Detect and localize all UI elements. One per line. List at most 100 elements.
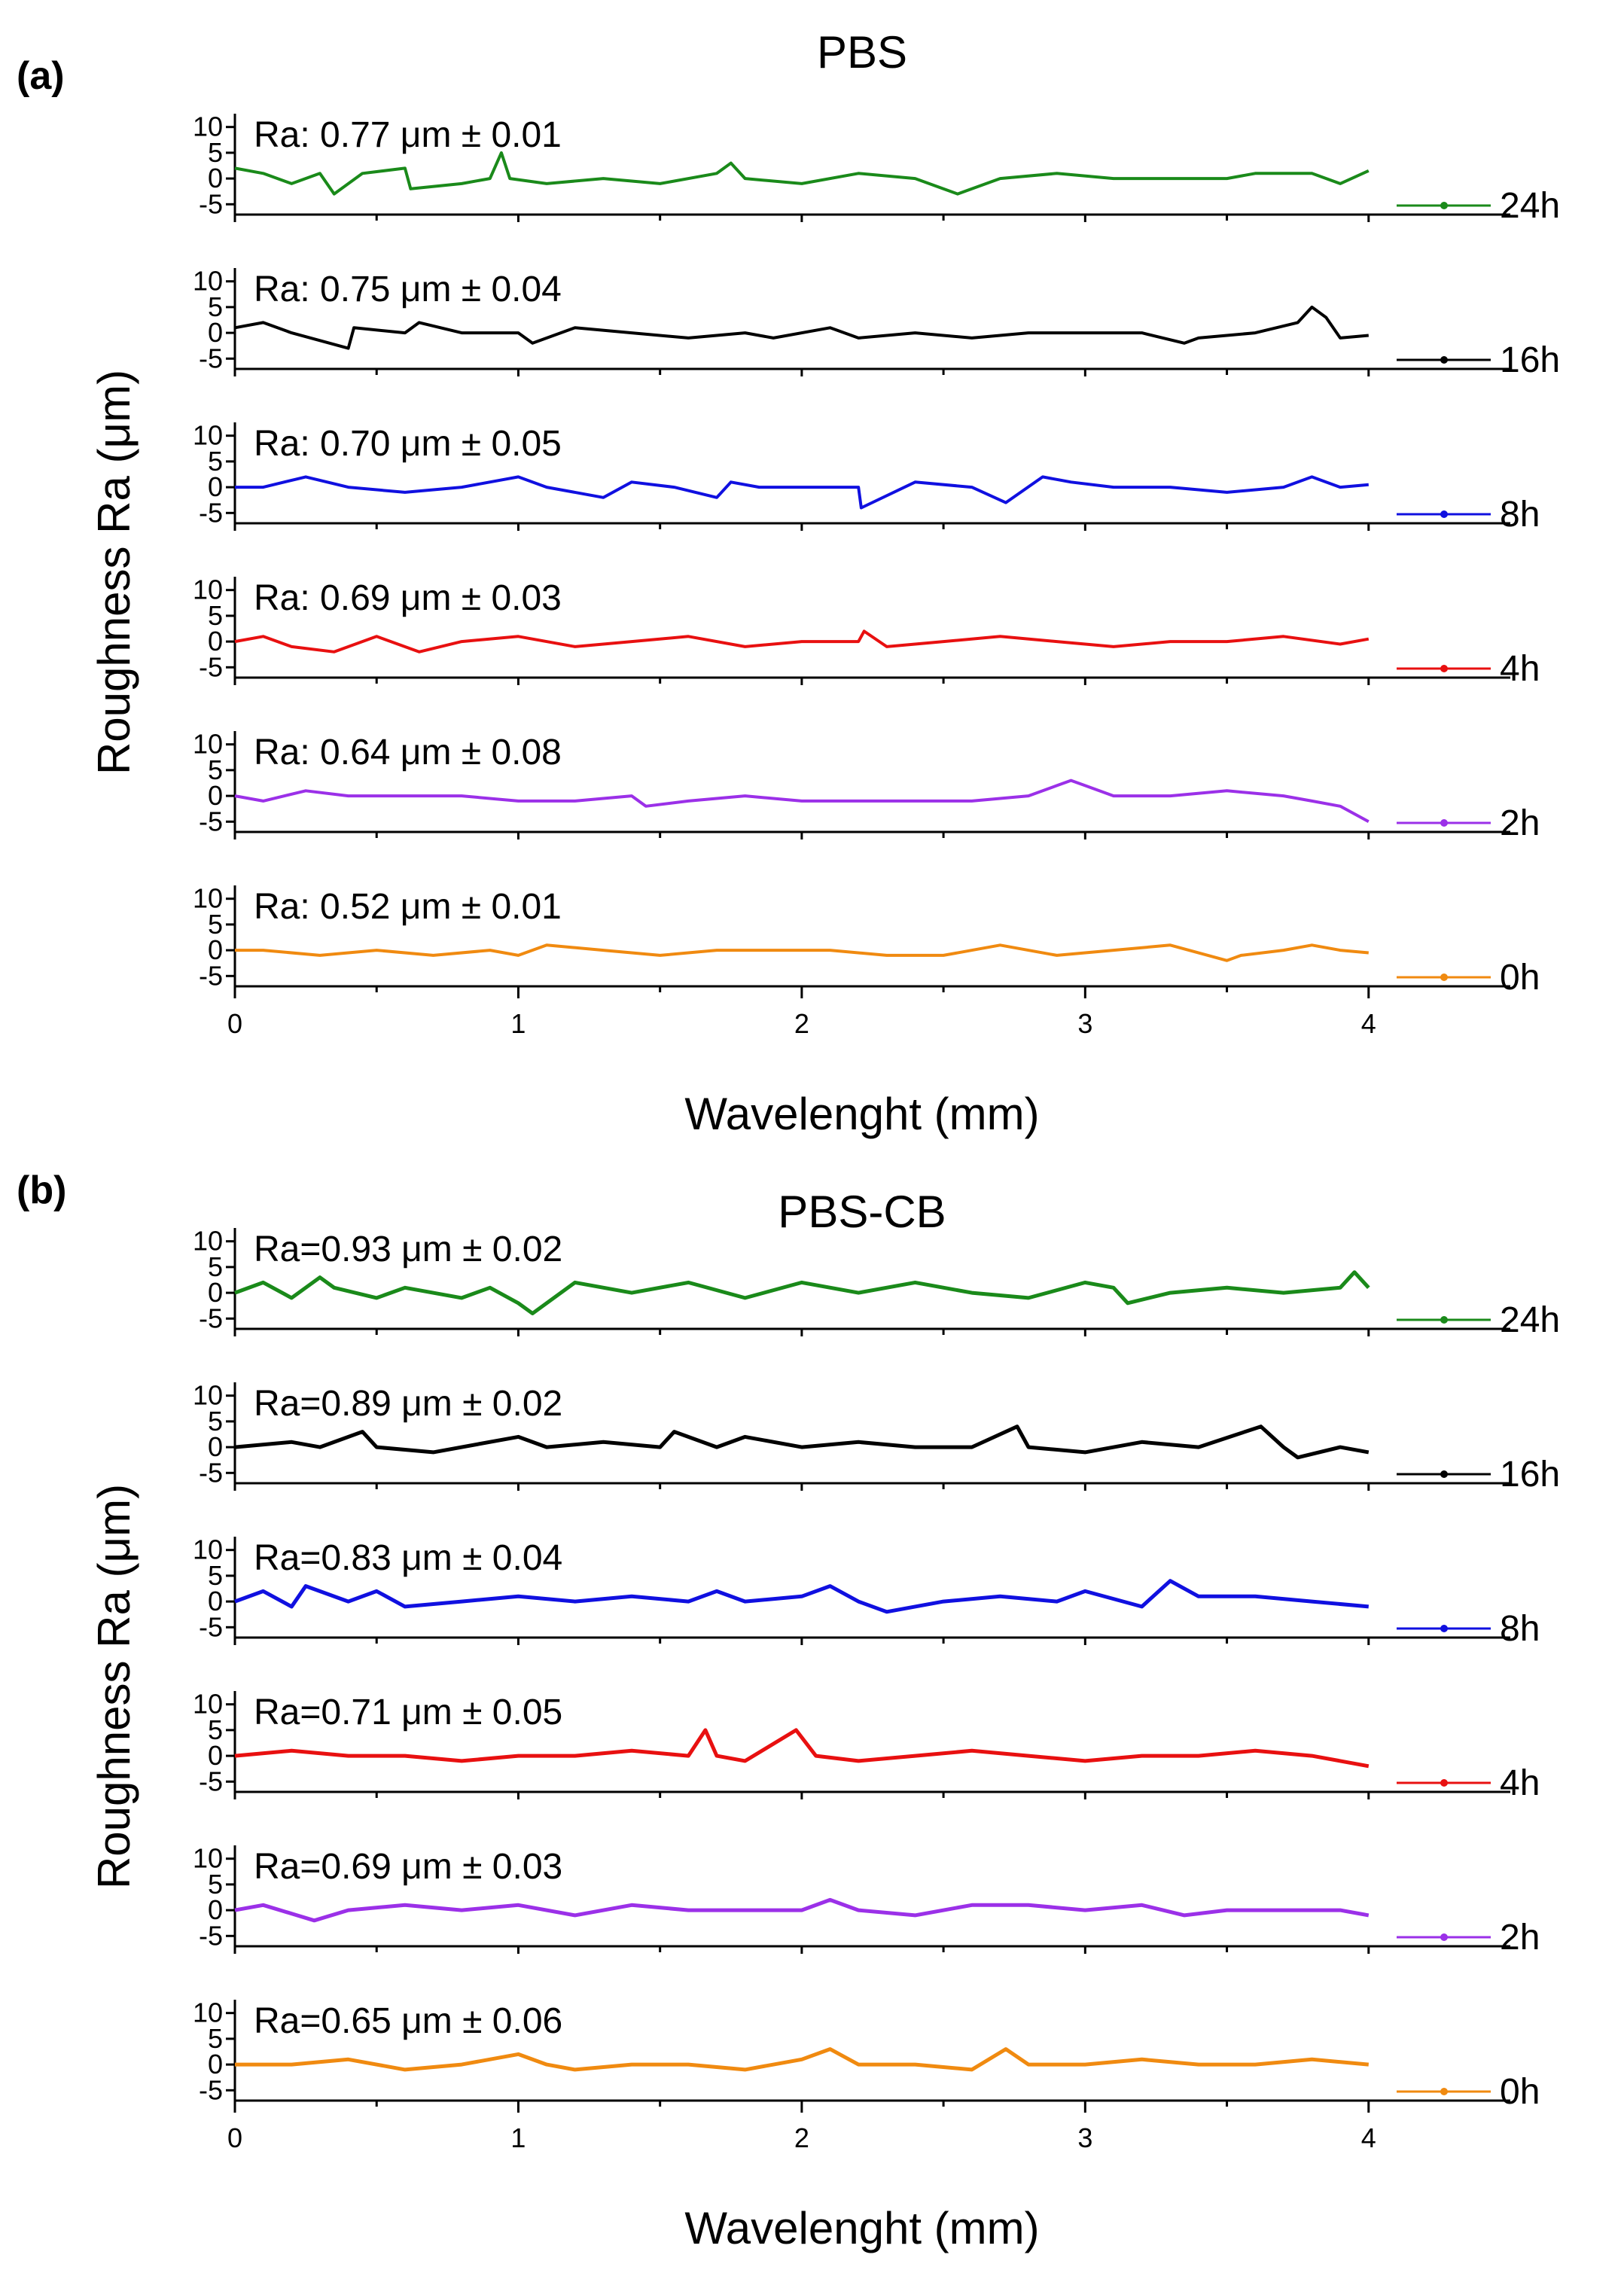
legend-label-2h: 2h xyxy=(1500,1918,1540,1958)
series-line-8h xyxy=(234,1579,1370,1614)
ra-annotation: Ra: 0.64 μm ± 0.08 xyxy=(254,733,562,772)
legend-label-0h: 0h xyxy=(1500,958,1540,998)
y-tick-label: 5 xyxy=(208,754,223,785)
y-tick-label: 0 xyxy=(208,471,223,502)
ra-annotation: Ra: 0.69 μm ± 0.03 xyxy=(254,578,562,618)
x-tick-label: 1 xyxy=(510,2122,526,2153)
series-line-16h xyxy=(234,305,1369,350)
y-tick-label: 10 xyxy=(193,1226,223,1257)
legend-label-0h: 0h xyxy=(1500,2072,1540,2112)
ra-annotation: Ra=0.83 μm ± 0.04 xyxy=(254,1538,562,1578)
y-tick-label: 5 xyxy=(208,291,223,322)
legend-label-8h: 8h xyxy=(1500,1609,1540,1649)
legend-marker-0h xyxy=(1440,2088,1448,2095)
legend-marker-8h xyxy=(1440,510,1448,518)
legend-marker-16h xyxy=(1440,356,1448,364)
ra-annotation: Ra=0.71 μm ± 0.05 xyxy=(254,1693,562,1732)
ra-annotation: Ra: 0.75 μm ± 0.04 xyxy=(254,270,562,309)
y-tick-label: -5 xyxy=(199,188,223,219)
y-tick-label: 5 xyxy=(208,1714,223,1745)
y-tick-label: 10 xyxy=(193,883,223,914)
y-tick-label: 10 xyxy=(193,1997,223,2028)
ra-annotation: Ra: 0.70 μm ± 0.05 xyxy=(254,424,562,464)
y-tick-label: -5 xyxy=(199,1766,223,1796)
legend-marker-2h xyxy=(1440,1933,1448,1941)
y-tick-label: 10 xyxy=(193,420,223,451)
panel-b-label: (b) xyxy=(17,1169,66,1212)
series-line-2h xyxy=(234,1897,1370,1923)
y-tick-label: 10 xyxy=(193,266,223,297)
y-tick-label: 10 xyxy=(193,1380,223,1411)
legend-marker-24h xyxy=(1440,202,1448,209)
y-tick-label: 0 xyxy=(208,317,223,348)
y-tick-label: 0 xyxy=(208,1894,223,1925)
legend-marker-8h xyxy=(1440,1625,1448,1632)
y-tick-label: -5 xyxy=(199,1303,223,1333)
legend-label-16h: 16h xyxy=(1500,340,1560,380)
y-tick-label: -5 xyxy=(199,497,223,528)
y-tick-label: 0 xyxy=(208,1740,223,1771)
series-line-0h xyxy=(235,2047,1370,2072)
legend-label-4h: 4h xyxy=(1500,649,1540,689)
y-tick-label: 5 xyxy=(208,909,223,940)
legend-marker-16h xyxy=(1440,1470,1448,1478)
x-tick-label: 0 xyxy=(227,2122,242,2153)
y-tick-label: 10 xyxy=(193,1534,223,1565)
x-tick-label: 0 xyxy=(227,1008,242,1039)
ra-annotation: Ra=0.89 μm ± 0.02 xyxy=(254,1384,562,1424)
panel-a-label: (a) xyxy=(17,54,65,98)
y-tick-label: 10 xyxy=(193,574,223,605)
y-tick-label: -5 xyxy=(199,806,223,836)
y-tick-label: -5 xyxy=(199,1920,223,1951)
panel-a-x-axis-title: Wavelenght (mm) xyxy=(684,1089,1039,1139)
series-line-24h xyxy=(234,151,1370,196)
y-tick-label: -5 xyxy=(199,651,223,682)
panel-b-x-axis-title: Wavelenght (mm) xyxy=(684,2203,1039,2253)
series-line-4h xyxy=(234,629,1370,654)
y-tick-label: 0 xyxy=(208,1277,223,1308)
y-tick-label: -5 xyxy=(199,1457,223,1488)
legend-label-4h: 4h xyxy=(1500,1763,1540,1803)
y-tick-label: 5 xyxy=(208,2023,223,2054)
ra-annotation: Ra=0.69 μm ± 0.03 xyxy=(254,1847,562,1887)
y-tick-label: 10 xyxy=(193,111,223,142)
x-tick-label: 4 xyxy=(1361,2122,1376,2153)
y-tick-label: 0 xyxy=(208,934,223,965)
y-tick-label: -5 xyxy=(199,1611,223,1642)
y-tick-label: 10 xyxy=(193,1843,223,1874)
y-tick-label: 5 xyxy=(208,137,223,168)
x-tick-label: 2 xyxy=(794,2122,809,2153)
ra-annotation: Ra: 0.77 μm ± 0.01 xyxy=(254,115,562,155)
y-tick-label: 0 xyxy=(208,2049,223,2080)
x-tick-label: 3 xyxy=(1077,1008,1092,1039)
y-tick-label: 5 xyxy=(208,1406,223,1437)
legend-label-24h: 24h xyxy=(1500,1300,1560,1340)
y-tick-label: 5 xyxy=(208,1560,223,1591)
y-tick-label: -5 xyxy=(199,343,223,373)
panel-b-y-axis-title: Roughness Ra (μm) xyxy=(89,1484,139,1889)
panel-a-y-axis-title: Roughness Ra (μm) xyxy=(89,370,139,775)
x-tick-label: 3 xyxy=(1077,2122,1092,2153)
series-line-16h xyxy=(234,1424,1370,1460)
y-tick-label: -5 xyxy=(199,2074,223,2105)
legend-marker-4h xyxy=(1440,665,1448,672)
y-tick-label: 0 xyxy=(208,1586,223,1616)
series-line-0h xyxy=(235,943,1369,962)
y-tick-label: 5 xyxy=(208,1251,223,1282)
legend-label-8h: 8h xyxy=(1500,495,1540,535)
x-tick-label: 2 xyxy=(794,1008,809,1039)
series-line-24h xyxy=(234,1270,1370,1315)
x-tick-label: 1 xyxy=(510,1008,526,1039)
legend-label-24h: 24h xyxy=(1500,186,1560,226)
